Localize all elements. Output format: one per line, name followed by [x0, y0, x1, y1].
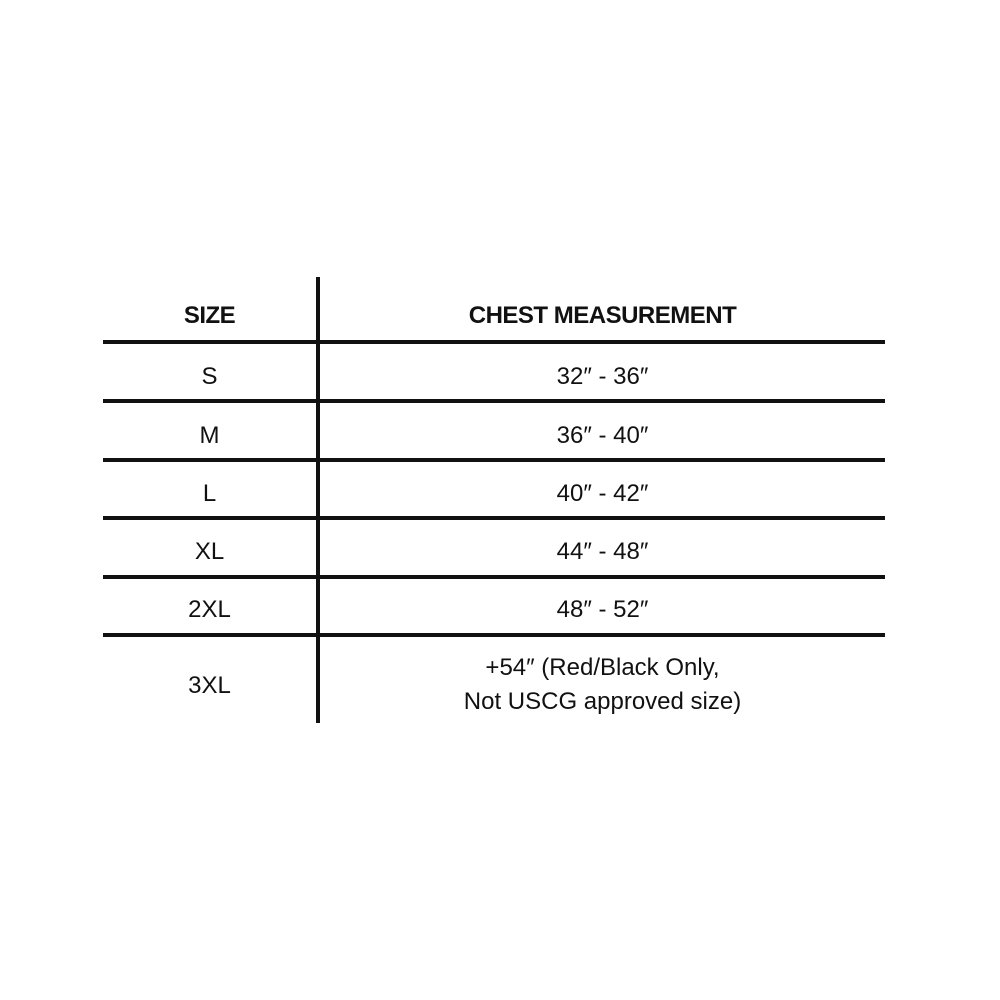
chest-cell: 48″ - 52″: [556, 596, 649, 623]
column-divider: [316, 277, 320, 723]
size-cell: 3XL: [188, 672, 231, 699]
size-cell: 2XL: [188, 596, 231, 623]
row-divider: [103, 516, 885, 520]
chest-cell: 40″ - 42″: [556, 480, 649, 507]
row-divider: [103, 633, 885, 637]
chest-cell: 36″ - 40″: [556, 422, 649, 449]
header-chest-measurement: CHEST MEASUREMENT: [468, 302, 737, 329]
header-size: SIZE: [183, 302, 236, 329]
chest-cell-line2: Not USCG approved size): [463, 688, 742, 715]
row-divider: [103, 340, 885, 344]
size-cell: S: [201, 363, 218, 390]
chest-cell: 44″ - 48″: [556, 538, 649, 565]
chest-cell: 32″ - 36″: [556, 363, 649, 390]
size-cell: XL: [194, 538, 225, 565]
row-divider: [103, 399, 885, 403]
chest-cell-line1: +54″ (Red/Black Only,: [485, 654, 720, 681]
size-cell: M: [199, 422, 220, 449]
row-divider: [103, 575, 885, 579]
size-cell: L: [202, 480, 217, 507]
row-divider: [103, 458, 885, 462]
